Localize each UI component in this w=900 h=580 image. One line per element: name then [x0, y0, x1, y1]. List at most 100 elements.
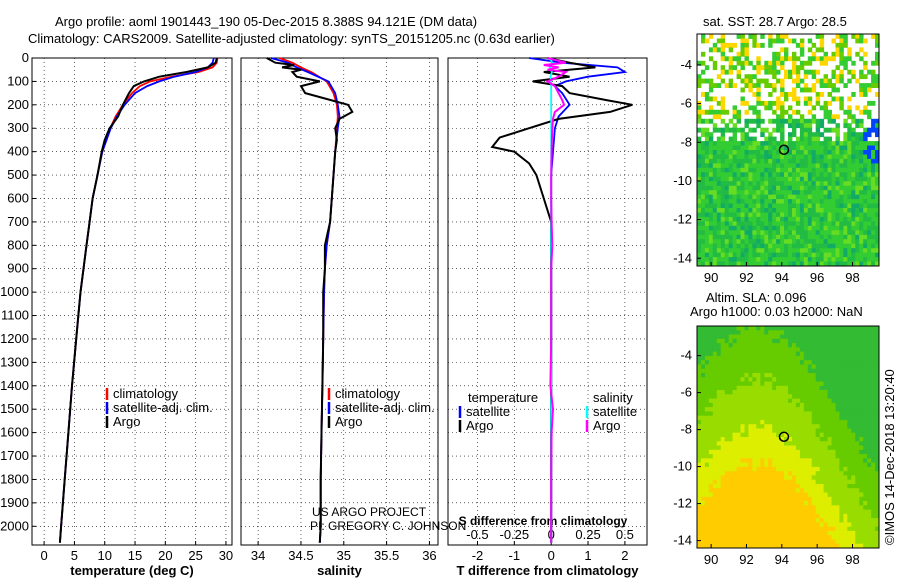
sla-cell	[788, 424, 793, 429]
sla-cell	[831, 347, 836, 352]
sst-cell	[819, 118, 825, 124]
sla-cell	[799, 445, 805, 451]
sla-cell	[831, 424, 836, 429]
sst-cell	[744, 42, 749, 48]
sla-cell	[701, 449, 706, 455]
sla-cell	[736, 424, 741, 429]
sla-cell	[807, 428, 813, 434]
sla-cell	[784, 462, 789, 468]
sst-cell	[712, 127, 718, 133]
sla-cell	[764, 347, 769, 352]
sla-cell	[792, 501, 797, 506]
sla-cell	[784, 334, 789, 340]
sla-cell	[851, 428, 856, 434]
sst-cell	[720, 190, 726, 196]
sla-cell	[712, 445, 718, 451]
sla-cell	[716, 530, 722, 536]
sla-cell	[704, 492, 710, 498]
sla-cell	[784, 445, 789, 451]
sst-cell	[744, 56, 749, 62]
sst-cell	[772, 257, 777, 262]
sla-cell	[855, 368, 860, 374]
sst-cell	[807, 167, 813, 173]
sla-cell	[807, 484, 813, 489]
sla-cell	[776, 513, 781, 519]
sla-cell	[724, 535, 730, 540]
sla-cell	[851, 377, 856, 382]
sla-cell	[708, 471, 714, 476]
sst-cell	[839, 42, 844, 48]
sla-cell	[871, 454, 876, 459]
sst-cell	[875, 172, 880, 178]
sst-cell	[701, 252, 706, 258]
sla-cell	[740, 479, 745, 485]
sla-cell	[712, 432, 718, 438]
sla-cell	[871, 466, 876, 472]
sla-cell	[728, 411, 734, 417]
sst-cell	[732, 83, 737, 88]
sla-cell	[811, 445, 817, 451]
sst-cell	[823, 225, 828, 231]
sla-cell	[708, 390, 714, 395]
sla-cell	[728, 402, 734, 408]
sst-cell	[863, 257, 868, 262]
sla-cell	[819, 402, 825, 408]
sst-cell	[732, 176, 737, 182]
sla-cell	[827, 411, 832, 417]
sst-cell	[795, 167, 801, 173]
sla-cell	[799, 471, 805, 476]
sla-cell	[799, 449, 805, 455]
sla-cell	[756, 437, 761, 442]
sla-cell	[843, 428, 848, 434]
sla-cell	[799, 454, 805, 459]
sla-cell	[752, 488, 757, 493]
sla-cell	[807, 415, 813, 421]
sst-cell	[776, 150, 781, 155]
sla-cell	[728, 484, 734, 489]
sla-cell	[736, 398, 741, 404]
sla-cell	[875, 338, 880, 344]
sla-cell	[744, 355, 749, 361]
sla-cell	[744, 505, 749, 510]
sla-cell	[839, 326, 844, 331]
sla-cell	[851, 398, 856, 404]
sla-cell	[851, 330, 856, 335]
sla-cell	[756, 530, 761, 536]
sla-cell	[803, 526, 809, 532]
sst-cell	[756, 257, 761, 262]
sst-cell	[803, 158, 809, 164]
sst-cell	[720, 194, 726, 200]
sla-cell	[760, 513, 765, 519]
sla-cell	[764, 364, 769, 370]
sst-cell	[776, 145, 781, 151]
sla-cell	[847, 402, 852, 408]
sla-cell	[764, 543, 769, 549]
sst-cell	[819, 185, 825, 191]
sst-cell	[768, 158, 773, 164]
sla-cell	[843, 445, 848, 451]
sla-cell	[807, 343, 813, 348]
sla-cell	[815, 424, 821, 429]
sla-cell	[760, 411, 765, 417]
sla-cell	[831, 428, 836, 434]
sla-cell	[792, 484, 797, 489]
sst-cell	[823, 56, 828, 62]
sla-cell	[819, 381, 825, 387]
sst-cell	[732, 181, 737, 187]
sla-cell	[704, 530, 710, 536]
sst-cell	[716, 150, 722, 155]
sst-cell	[748, 167, 753, 173]
sla-cell	[875, 373, 880, 378]
sla-cell	[784, 411, 789, 417]
sst-cell	[760, 78, 765, 84]
sla-cell	[819, 432, 825, 438]
sla-cell	[720, 475, 726, 481]
sla-cell	[752, 373, 757, 378]
sst-cell	[776, 56, 781, 62]
sla-cell	[839, 377, 844, 382]
sst-cell	[772, 163, 777, 169]
sst-cell	[744, 123, 749, 129]
sst-cell	[752, 118, 757, 124]
sst-cell	[823, 136, 828, 142]
sst-cell	[807, 239, 813, 245]
